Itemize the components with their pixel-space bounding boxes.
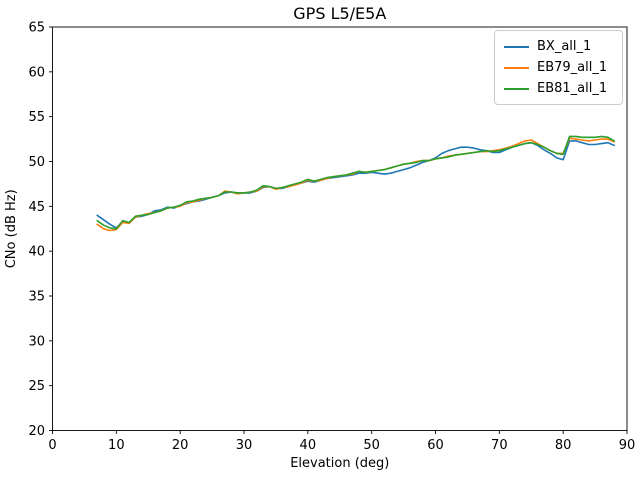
legend: BX_all_1 EB79_all_1 EB81_all_1 bbox=[494, 30, 623, 105]
y-tick-label: 35 bbox=[28, 290, 45, 305]
legend-entry: EB81_all_1 bbox=[504, 78, 614, 99]
y-tick-label: 20 bbox=[28, 424, 45, 439]
y-tick-label: 50 bbox=[28, 155, 45, 170]
x-tick-label: 40 bbox=[300, 438, 317, 453]
x-axis-label: Elevation (deg) bbox=[290, 456, 389, 471]
plot-frame bbox=[52, 26, 628, 431]
x-tick-label: 80 bbox=[555, 438, 572, 453]
y-tick-label: 45 bbox=[28, 200, 45, 215]
y-tick-label: 60 bbox=[28, 65, 45, 80]
x-tick-label: 50 bbox=[363, 438, 380, 453]
y-tick-label: 40 bbox=[28, 245, 45, 260]
x-tick-label: 30 bbox=[236, 438, 253, 453]
x-tick-label: 10 bbox=[108, 438, 125, 453]
x-tick-label: 70 bbox=[491, 438, 508, 453]
x-tick-label: 60 bbox=[427, 438, 444, 453]
chart-title: GPS L5/E5A bbox=[293, 4, 386, 23]
legend-line-swatch bbox=[504, 45, 529, 48]
legend-entry: BX_all_1 bbox=[504, 36, 614, 57]
x-tick-label: 90 bbox=[619, 438, 636, 453]
series-line-EB81_all_1 bbox=[96, 135, 616, 230]
legend-label: BX_all_1 bbox=[537, 39, 592, 54]
x-tick-label: 0 bbox=[48, 438, 56, 453]
y-axis-ticks: 20 25 30 35 40 45 50 55 60 65 bbox=[28, 21, 53, 439]
y-tick-label: 65 bbox=[28, 21, 45, 36]
legend-line-swatch bbox=[504, 87, 529, 90]
y-tick-label: 30 bbox=[28, 334, 45, 349]
legend-label: EB79_all_1 bbox=[537, 60, 608, 75]
legend-line-swatch bbox=[504, 66, 529, 69]
x-tick-label: 20 bbox=[172, 438, 189, 453]
y-axis-label: CNo (dB Hz) bbox=[4, 189, 19, 268]
legend-label: EB81_all_1 bbox=[537, 81, 608, 96]
y-tick-label: 55 bbox=[28, 110, 45, 125]
legend-entry: EB79_all_1 bbox=[504, 57, 614, 78]
x-axis-ticks: 0 10 20 30 40 50 60 70 80 90 bbox=[48, 430, 636, 453]
plot-lines bbox=[96, 135, 616, 232]
y-tick-label: 25 bbox=[28, 379, 45, 394]
